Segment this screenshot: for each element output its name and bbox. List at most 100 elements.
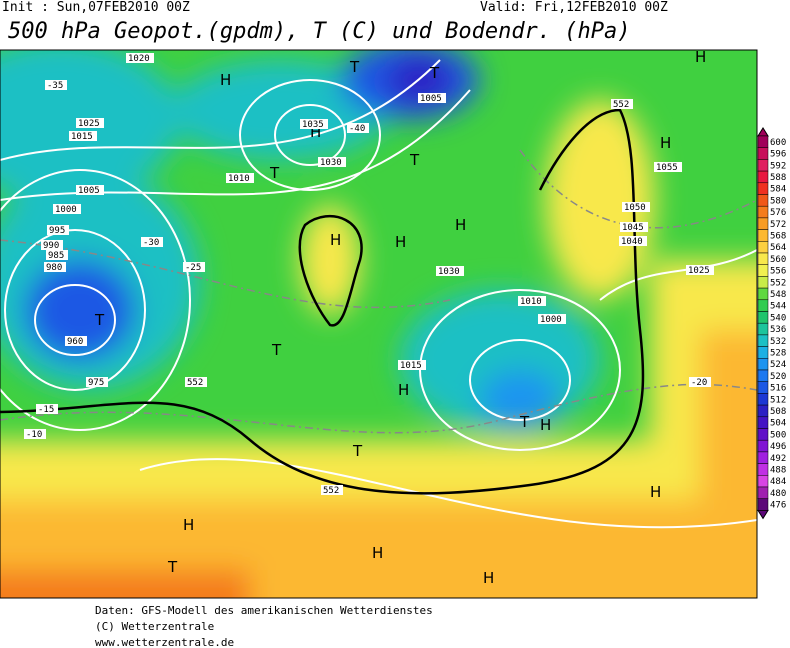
colorbar-label: 536 <box>770 325 786 335</box>
colorbar-cell <box>757 404 769 418</box>
contour-label: 1000 <box>540 315 562 325</box>
pressure-center: T <box>429 64 440 82</box>
colorbar-arrow-bottom <box>757 509 769 520</box>
colorbar-label: 552 <box>770 278 786 288</box>
map-title: 500 hPa Geopot.(gpdm), T (C) und Bodendr… <box>8 19 631 44</box>
map-frame <box>0 49 758 599</box>
contour-label: 1020 <box>128 54 150 64</box>
label-box <box>686 265 714 275</box>
colorbar-cell <box>757 369 769 382</box>
colorbar-label: 572 <box>770 220 786 230</box>
contour-552-island <box>298 214 363 327</box>
init-label: Init : Sun,07FEB2010 00Z <box>2 0 190 15</box>
contour-label: 975 <box>88 378 104 388</box>
pressure-center: T <box>409 151 420 169</box>
footer-line: (C) Wetterzentrale <box>95 620 214 633</box>
colorbar-cell <box>757 217 769 230</box>
label-box <box>36 404 58 414</box>
contour-label: 1045 <box>622 223 644 233</box>
colorbar-label: 532 <box>770 337 786 347</box>
contour-label: -35 <box>47 81 63 91</box>
contour-label: 1050 <box>624 203 646 213</box>
contour-label: 1040 <box>621 237 643 247</box>
label-box <box>619 236 647 246</box>
colorbar-arrow-top <box>757 127 769 137</box>
colorbar-cell <box>757 241 769 254</box>
colorbar-cell <box>757 451 769 464</box>
colorbar-cell <box>757 229 769 242</box>
colorbar-label: 588 <box>770 173 786 183</box>
contour-label: 1015 <box>71 132 93 142</box>
colorbar-cell <box>757 428 769 441</box>
colorbar-cell <box>757 439 769 453</box>
colorbar-label: 528 <box>770 348 786 358</box>
colorbar-cell <box>757 135 769 148</box>
pressure-center: T <box>349 58 360 76</box>
label-box <box>538 314 566 324</box>
colorbar-label: 520 <box>770 372 786 382</box>
colorbar-label: 484 <box>770 477 786 487</box>
pressure-center: H <box>660 134 671 152</box>
contour-label: 995 <box>49 226 65 236</box>
colorbar-cell <box>757 311 769 324</box>
colorbar-cell <box>757 381 769 394</box>
pressure-center: H <box>398 381 409 399</box>
colorbar-label: 556 <box>770 267 786 277</box>
label-box <box>321 485 343 495</box>
pressure-center: H <box>372 544 383 562</box>
colorbar-cell <box>757 358 769 371</box>
label-box <box>300 119 328 129</box>
label-box <box>141 237 163 247</box>
contour-label: 1015 <box>400 361 422 371</box>
pressure-center: T <box>271 341 282 359</box>
label-box <box>436 266 464 276</box>
label-box <box>185 377 207 387</box>
label-box <box>69 131 97 141</box>
label-box <box>620 222 648 232</box>
colorbar-label: 544 <box>770 302 786 312</box>
colorbar-cell <box>757 299 769 312</box>
pressure-center: H <box>220 71 231 89</box>
label-box <box>654 162 682 172</box>
colorbar-label: 516 <box>770 384 786 394</box>
colorbar-label: 568 <box>770 231 786 241</box>
colorbar-cell <box>757 475 769 488</box>
colorbar-label: 596 <box>770 150 786 160</box>
colorbar-cell <box>757 346 769 359</box>
colorbar-label: 580 <box>770 196 786 206</box>
contour-label: 1030 <box>320 158 342 168</box>
colorbar-cell <box>757 205 769 219</box>
valid-label: Valid: Fri,12FEB2010 00Z <box>480 0 668 15</box>
label-box <box>65 336 87 346</box>
label-box <box>183 262 205 272</box>
label-box <box>47 225 69 235</box>
isobars <box>0 59 757 529</box>
footer-line: Daten: GFS-Modell des amerikanischen Wet… <box>95 604 433 617</box>
label-box <box>347 123 369 133</box>
colorbar-cell <box>757 159 769 172</box>
colorbar-cell <box>757 194 769 207</box>
label-box <box>418 93 446 103</box>
contour-label: -25 <box>185 263 201 273</box>
colorbar-label: 592 <box>770 161 786 171</box>
colorbar-label: 488 <box>770 465 786 475</box>
colorbar-label: 540 <box>770 313 786 323</box>
contour-label: -15 <box>38 405 54 415</box>
pressure-center: H <box>650 483 661 501</box>
colorbar-cell <box>757 463 769 476</box>
label-box <box>41 240 63 250</box>
label-box <box>518 296 546 306</box>
pressure-center: H <box>483 569 494 587</box>
colorbar-cell <box>757 276 769 289</box>
contour-label: 980 <box>46 263 62 273</box>
pressure-center: H <box>395 233 406 251</box>
label-box <box>126 53 154 63</box>
contour-label: 1030 <box>438 267 460 277</box>
contour-label: -10 <box>26 430 42 440</box>
colorbar-cell <box>757 252 769 265</box>
contour-label: 1000 <box>55 205 77 215</box>
pressure-center: H <box>540 416 551 434</box>
